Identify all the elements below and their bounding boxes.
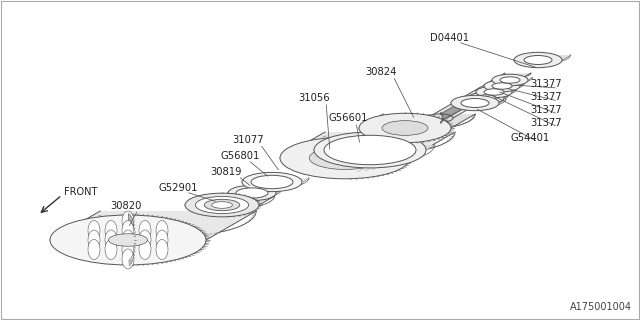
Ellipse shape bbox=[204, 199, 240, 211]
Ellipse shape bbox=[139, 220, 151, 241]
Ellipse shape bbox=[427, 114, 453, 122]
Ellipse shape bbox=[212, 202, 232, 208]
Ellipse shape bbox=[139, 230, 151, 250]
Ellipse shape bbox=[139, 239, 151, 260]
Polygon shape bbox=[468, 95, 508, 98]
Ellipse shape bbox=[156, 239, 168, 260]
Ellipse shape bbox=[492, 83, 512, 89]
Ellipse shape bbox=[514, 52, 562, 68]
Ellipse shape bbox=[476, 86, 512, 98]
Polygon shape bbox=[359, 114, 476, 128]
Ellipse shape bbox=[484, 80, 520, 92]
Text: 31377: 31377 bbox=[530, 79, 562, 89]
Text: G54401: G54401 bbox=[510, 133, 549, 143]
Polygon shape bbox=[484, 84, 524, 86]
Ellipse shape bbox=[324, 135, 416, 165]
Ellipse shape bbox=[251, 175, 293, 189]
Ellipse shape bbox=[122, 211, 134, 231]
Ellipse shape bbox=[314, 132, 426, 168]
Ellipse shape bbox=[492, 74, 528, 86]
Ellipse shape bbox=[50, 215, 206, 265]
Text: G52901: G52901 bbox=[158, 183, 198, 193]
Ellipse shape bbox=[228, 185, 276, 201]
Ellipse shape bbox=[236, 188, 268, 198]
Ellipse shape bbox=[105, 230, 117, 250]
Ellipse shape bbox=[280, 137, 410, 179]
Ellipse shape bbox=[468, 92, 504, 104]
Ellipse shape bbox=[88, 239, 100, 260]
Ellipse shape bbox=[88, 220, 100, 241]
Polygon shape bbox=[228, 190, 281, 193]
Ellipse shape bbox=[105, 220, 117, 241]
Text: 31377: 31377 bbox=[530, 105, 562, 115]
Ellipse shape bbox=[461, 99, 489, 108]
Text: 31377: 31377 bbox=[530, 92, 562, 102]
Text: 30820: 30820 bbox=[110, 201, 141, 211]
Ellipse shape bbox=[88, 230, 100, 250]
Text: D04401: D04401 bbox=[430, 33, 469, 43]
Ellipse shape bbox=[122, 249, 134, 269]
Text: G56601: G56601 bbox=[328, 113, 367, 123]
Ellipse shape bbox=[309, 147, 381, 170]
Text: 31056: 31056 bbox=[298, 93, 330, 103]
Polygon shape bbox=[242, 178, 309, 182]
Ellipse shape bbox=[451, 95, 499, 111]
Polygon shape bbox=[185, 196, 275, 205]
Ellipse shape bbox=[524, 56, 552, 65]
Ellipse shape bbox=[156, 220, 168, 241]
Text: A175001004: A175001004 bbox=[570, 302, 632, 312]
Polygon shape bbox=[492, 77, 532, 80]
Polygon shape bbox=[427, 73, 531, 118]
Ellipse shape bbox=[500, 77, 520, 83]
Ellipse shape bbox=[109, 234, 147, 246]
Polygon shape bbox=[476, 90, 516, 92]
Ellipse shape bbox=[105, 239, 117, 260]
Ellipse shape bbox=[484, 89, 504, 95]
Polygon shape bbox=[451, 99, 506, 103]
Ellipse shape bbox=[476, 95, 496, 101]
Ellipse shape bbox=[242, 172, 302, 192]
Polygon shape bbox=[280, 132, 455, 158]
Text: 31377: 31377 bbox=[530, 118, 562, 128]
Polygon shape bbox=[50, 211, 256, 240]
Polygon shape bbox=[514, 55, 571, 60]
Ellipse shape bbox=[122, 230, 134, 250]
Ellipse shape bbox=[122, 220, 134, 241]
Ellipse shape bbox=[122, 239, 134, 260]
Text: 31077: 31077 bbox=[232, 135, 264, 145]
Text: G56801: G56801 bbox=[220, 151, 259, 161]
Text: 30819: 30819 bbox=[210, 167, 241, 177]
Ellipse shape bbox=[195, 196, 249, 213]
Ellipse shape bbox=[185, 193, 259, 217]
Ellipse shape bbox=[382, 121, 428, 135]
Ellipse shape bbox=[156, 230, 168, 250]
Polygon shape bbox=[314, 145, 435, 150]
Text: 30824: 30824 bbox=[365, 67, 396, 77]
Text: FRONT: FRONT bbox=[64, 187, 97, 197]
Ellipse shape bbox=[359, 113, 451, 143]
